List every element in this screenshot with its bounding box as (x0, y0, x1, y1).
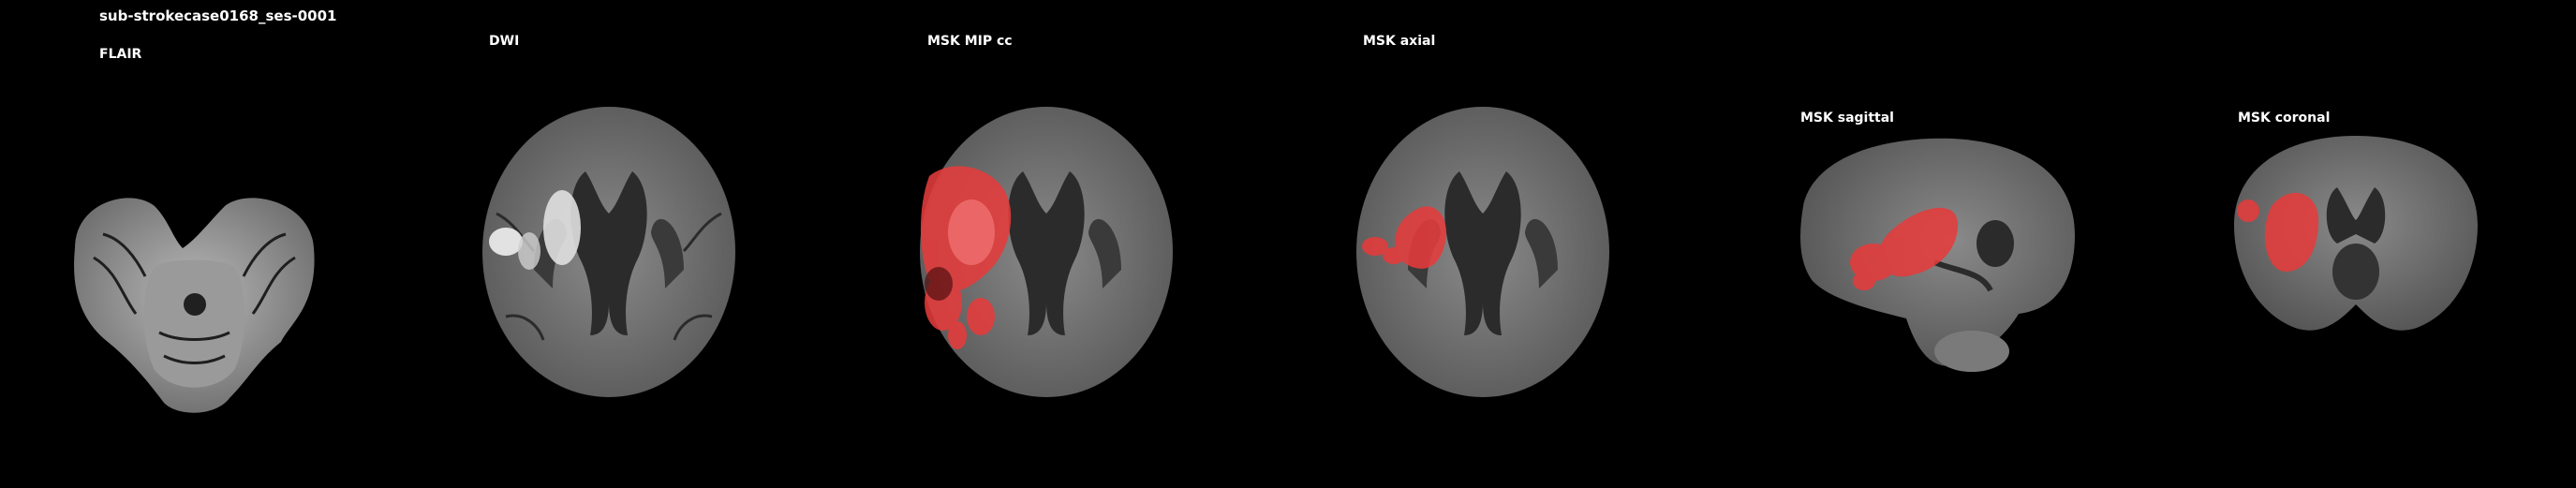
coronal-image (2234, 136, 2478, 331)
axial-label: MSK axial (1363, 34, 1436, 49)
flair-image (74, 198, 315, 413)
sagittal-label: MSK sagittal (1800, 111, 1894, 126)
figure-title: sub-strokecase0168_ses-0001 (99, 7, 337, 24)
flair-label: FLAIR (99, 47, 142, 62)
dwi-label: DWI (489, 34, 520, 49)
dwi-image (482, 107, 735, 397)
sagittal-image (1800, 138, 2075, 372)
mip-label: MSK MIP cc (927, 34, 1013, 49)
coronal-label: MSK coronal (2238, 111, 2331, 126)
mip-image (920, 107, 1173, 397)
axial-image (1356, 107, 1609, 397)
